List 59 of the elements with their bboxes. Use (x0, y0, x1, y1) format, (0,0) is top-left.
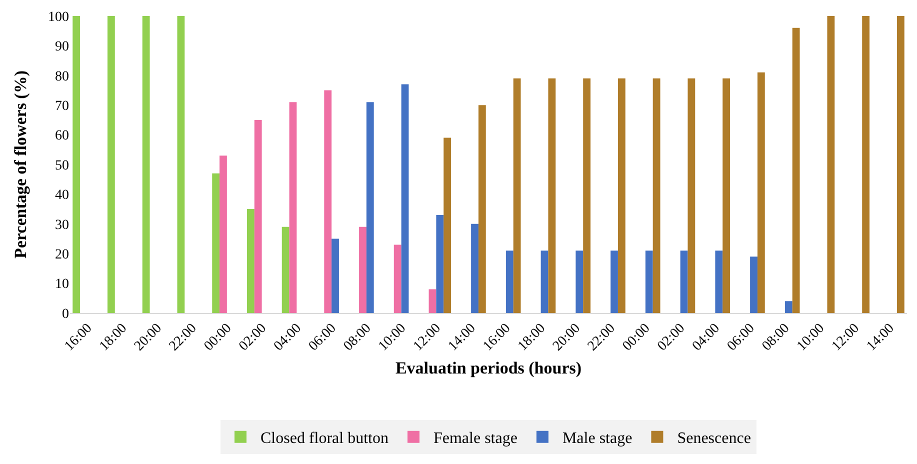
y-tick-label: 30 (55, 218, 69, 233)
y-tick-label: 70 (55, 99, 69, 114)
bar (896, 16, 904, 313)
y-tick-label: 90 (55, 40, 69, 55)
bar (212, 173, 220, 313)
bar (618, 78, 626, 313)
bar (72, 16, 80, 313)
legend-label: Male stage (562, 430, 632, 448)
legend-label: Female stage (433, 430, 518, 448)
bar (282, 226, 290, 313)
bar (757, 72, 765, 313)
bar (177, 16, 185, 313)
y-tick-label: 80 (55, 69, 69, 84)
bar (142, 16, 150, 313)
bar (548, 78, 556, 313)
bar (107, 16, 115, 313)
y-tick-label: 40 (55, 188, 69, 204)
bar (792, 28, 800, 313)
bar (576, 250, 584, 313)
legend-label: Closed floral button (260, 430, 388, 448)
bar (220, 156, 227, 313)
x-axis-title: Evaluatin periods (hours) (395, 358, 582, 378)
bar (444, 138, 452, 313)
y-tick-label: 50 (55, 158, 69, 174)
bar (428, 289, 436, 313)
bar (610, 250, 618, 313)
y-tick-label: 100 (48, 10, 69, 25)
bar (366, 102, 374, 313)
bar (645, 250, 653, 313)
bar (289, 102, 297, 313)
y-tick-label: 0 (62, 306, 69, 322)
bar (359, 226, 366, 313)
bar (540, 250, 548, 313)
bar (254, 120, 262, 313)
bar (324, 90, 332, 313)
bar (436, 214, 444, 313)
bar (471, 224, 478, 313)
bar (827, 16, 835, 313)
bar (784, 301, 792, 313)
bar (506, 250, 514, 313)
bar (401, 84, 409, 313)
bar (688, 78, 696, 313)
y-tick-label: 10 (55, 277, 69, 292)
bar (652, 78, 660, 313)
bar (394, 244, 402, 313)
y-tick-label: 60 (55, 128, 69, 144)
y-axis-title: Percentage of flowers (%) (11, 70, 30, 259)
bar (680, 250, 688, 313)
bar (246, 209, 254, 313)
legend-label: Senescence (677, 430, 751, 448)
bar (715, 250, 723, 313)
bar (750, 256, 758, 313)
bar (722, 78, 730, 313)
y-tick-label: 20 (55, 248, 69, 262)
bar (332, 238, 339, 313)
bar (583, 78, 591, 313)
bar (513, 78, 521, 313)
bar (862, 16, 870, 313)
bar (478, 105, 486, 313)
